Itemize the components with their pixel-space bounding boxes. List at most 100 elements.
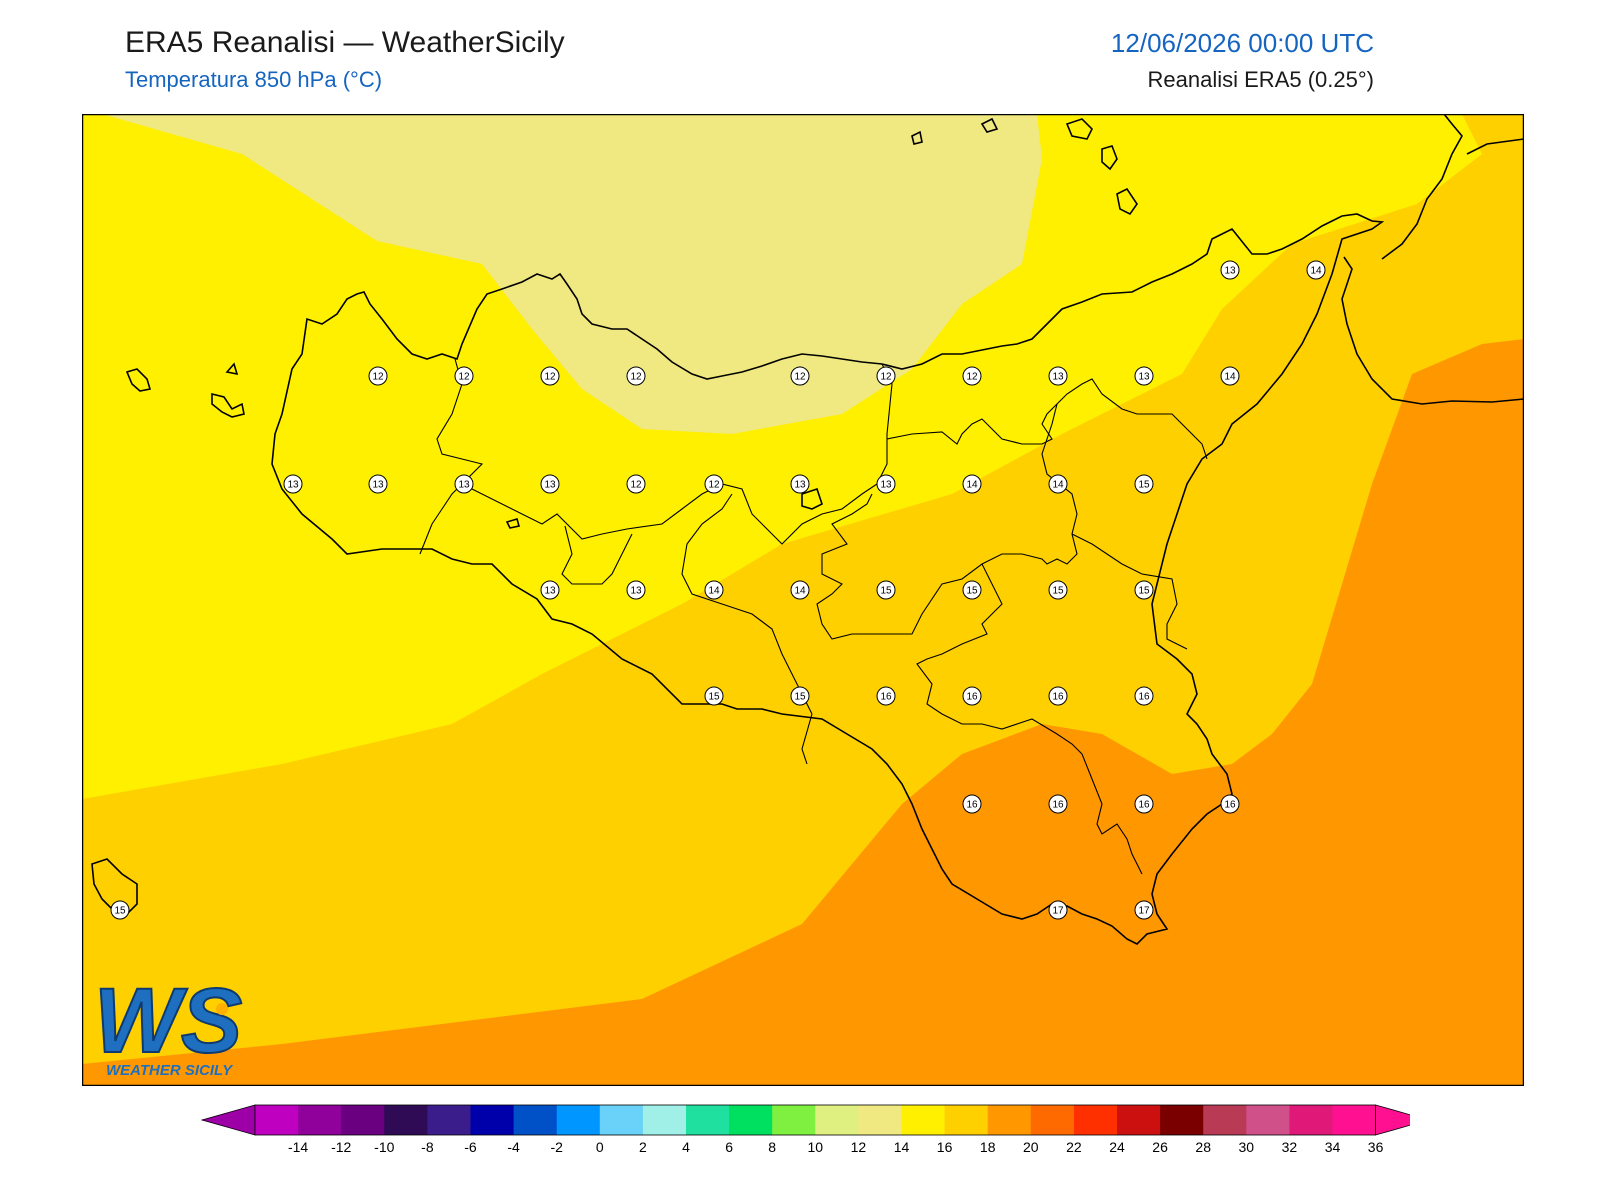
- colorbar-segment: [599, 1105, 644, 1135]
- temp-point-label: 12: [372, 372, 384, 383]
- temp-point-label: 15: [1052, 586, 1064, 597]
- colorbar-segment: [1332, 1105, 1377, 1135]
- colorbar-tick-label: 10: [808, 1139, 824, 1155]
- temperature-map: 12 12 12 12 12 12 12 13 13 14 13 13 13 13 12 12 13 13 14 14…: [82, 114, 1524, 1086]
- temp-point-marker: 12: [704, 474, 724, 494]
- temp-point-label: 13: [287, 480, 299, 491]
- colorbar-tick-label: -6: [464, 1139, 477, 1155]
- temp-point-label: 16: [966, 800, 978, 811]
- temp-point-label: 15: [1138, 480, 1150, 491]
- temp-point-marker: 15: [1048, 580, 1068, 600]
- temp-point-label: 12: [544, 372, 556, 383]
- calabria-inner: [1466, 138, 1524, 155]
- temp-point-label: 13: [544, 586, 556, 597]
- colorbar-segment: [772, 1105, 816, 1135]
- temp-point-label: 16: [1224, 800, 1236, 811]
- colorbar-tick-label: -2: [550, 1139, 563, 1155]
- temp-point-label: 16: [966, 692, 978, 703]
- temp-point-marker: 14: [962, 474, 982, 494]
- colorbar-tick-label: 26: [1152, 1139, 1168, 1155]
- temp-point-label: 17: [1052, 906, 1064, 917]
- temp-point-label: 15: [794, 692, 806, 703]
- temp-point-marker: 13: [540, 580, 560, 600]
- colorbar-segment: [1117, 1105, 1161, 1135]
- colorbar-segment: [1289, 1105, 1333, 1135]
- colorbar-tick-label: -14: [288, 1139, 308, 1155]
- islands: [91, 117, 1138, 915]
- temp-point-marker: 14: [1048, 474, 1068, 494]
- colorbar-segment: [427, 1105, 471, 1135]
- temp-point-marker: 13: [1134, 366, 1154, 386]
- colorbar-tick-label: -10: [374, 1139, 394, 1155]
- temp-point-marker: 14: [1220, 366, 1240, 386]
- temp-point-label: 14: [708, 586, 720, 597]
- temp-point-marker: 13: [540, 474, 560, 494]
- colorbar-segment: [858, 1105, 902, 1135]
- temp-point-label: 13: [458, 480, 470, 491]
- temp-point-label: 16: [880, 692, 892, 703]
- colorbar-tick-label: 36: [1368, 1139, 1384, 1155]
- colorbar-segment: [470, 1105, 515, 1135]
- colorbar-segment: [987, 1105, 1032, 1135]
- colorbar-segment: [1160, 1105, 1204, 1135]
- map-frame: [82, 114, 1524, 1086]
- temp-point-label: 14: [1310, 266, 1322, 277]
- colorbar-segment: [1246, 1105, 1290, 1135]
- temp-point-label: 14: [1224, 372, 1236, 383]
- temp-point-label: 15: [708, 692, 720, 703]
- temp-point-label: 13: [880, 480, 892, 491]
- colorbar-segment: [556, 1105, 601, 1135]
- colorbar-tick-label: -12: [331, 1139, 351, 1155]
- temp-point-marker: 16: [1048, 686, 1068, 706]
- logo-sun-icon: [216, 1003, 228, 1015]
- colorbar-segment: [944, 1105, 989, 1135]
- colorbar-tick-label: 32: [1282, 1139, 1298, 1155]
- temp-point-marker: 15: [1134, 580, 1154, 600]
- temp-point-marker: 13: [790, 474, 810, 494]
- temp-point-label: 12: [708, 480, 720, 491]
- temp-point-label: 16: [1138, 692, 1150, 703]
- colorbar-tick-label: 8: [768, 1139, 776, 1155]
- temp-point-label: 13: [372, 480, 384, 491]
- temp-point-marker: 13: [1220, 260, 1240, 280]
- temp-band-16-18: [82, 339, 1524, 1086]
- colorbar-segment: [1030, 1105, 1075, 1135]
- temp-point-marker: 14: [790, 580, 810, 600]
- temp-point-label: 12: [630, 480, 642, 491]
- temp-point-marker: 12: [626, 366, 646, 386]
- colorbar-tick-label: 30: [1239, 1139, 1255, 1155]
- temp-point-label: 14: [794, 586, 806, 597]
- temp-point-marker: 12: [790, 366, 810, 386]
- temp-point-marker: 15: [704, 686, 724, 706]
- colorbar-segment: [729, 1105, 773, 1135]
- temp-point-marker: 12: [626, 474, 646, 494]
- temp-point-label: 15: [114, 906, 126, 917]
- temp-point-marker: 14: [704, 580, 724, 600]
- temp-point-label: 15: [966, 586, 978, 597]
- temp-point-label: 14: [966, 480, 978, 491]
- temp-point-marker: 12: [454, 366, 474, 386]
- temp-point-marker: 16: [962, 686, 982, 706]
- temp-point-marker: 13: [454, 474, 474, 494]
- temp-point-label: 12: [458, 372, 470, 383]
- colorbar-segment: [255, 1105, 299, 1135]
- temperature-point-values: 12 12 12 12 12 12 12 13 13 14 13 13 13 13 12 12 13 13 14 14…: [110, 260, 1326, 920]
- temp-point-marker: 15: [876, 580, 896, 600]
- temp-point-marker: 16: [876, 686, 896, 706]
- colorbar-tick-label: 18: [980, 1139, 996, 1155]
- temp-point-marker: 14: [1306, 260, 1326, 280]
- temp-point-label: 13: [1138, 372, 1150, 383]
- calabria-coastline-north: [1381, 114, 1463, 260]
- temp-point-marker: 16: [962, 794, 982, 814]
- temp-point-label: 13: [1052, 372, 1064, 383]
- temp-point-label: 16: [1138, 800, 1150, 811]
- map-subtitle: Temperatura 850 hPa (°C): [125, 67, 383, 92]
- temp-point-marker: 12: [962, 366, 982, 386]
- calabria-coastline: [1341, 256, 1524, 405]
- temp-point-marker: 13: [368, 474, 388, 494]
- temp-point-marker: 13: [1048, 366, 1068, 386]
- colorbar-tick-label: 22: [1066, 1139, 1082, 1155]
- map-datetime: 12/06/2026 00:00 UTC: [1110, 28, 1374, 58]
- temp-point-marker: 16: [1220, 794, 1240, 814]
- colorbar-arrow-high: [1375, 1104, 1410, 1136]
